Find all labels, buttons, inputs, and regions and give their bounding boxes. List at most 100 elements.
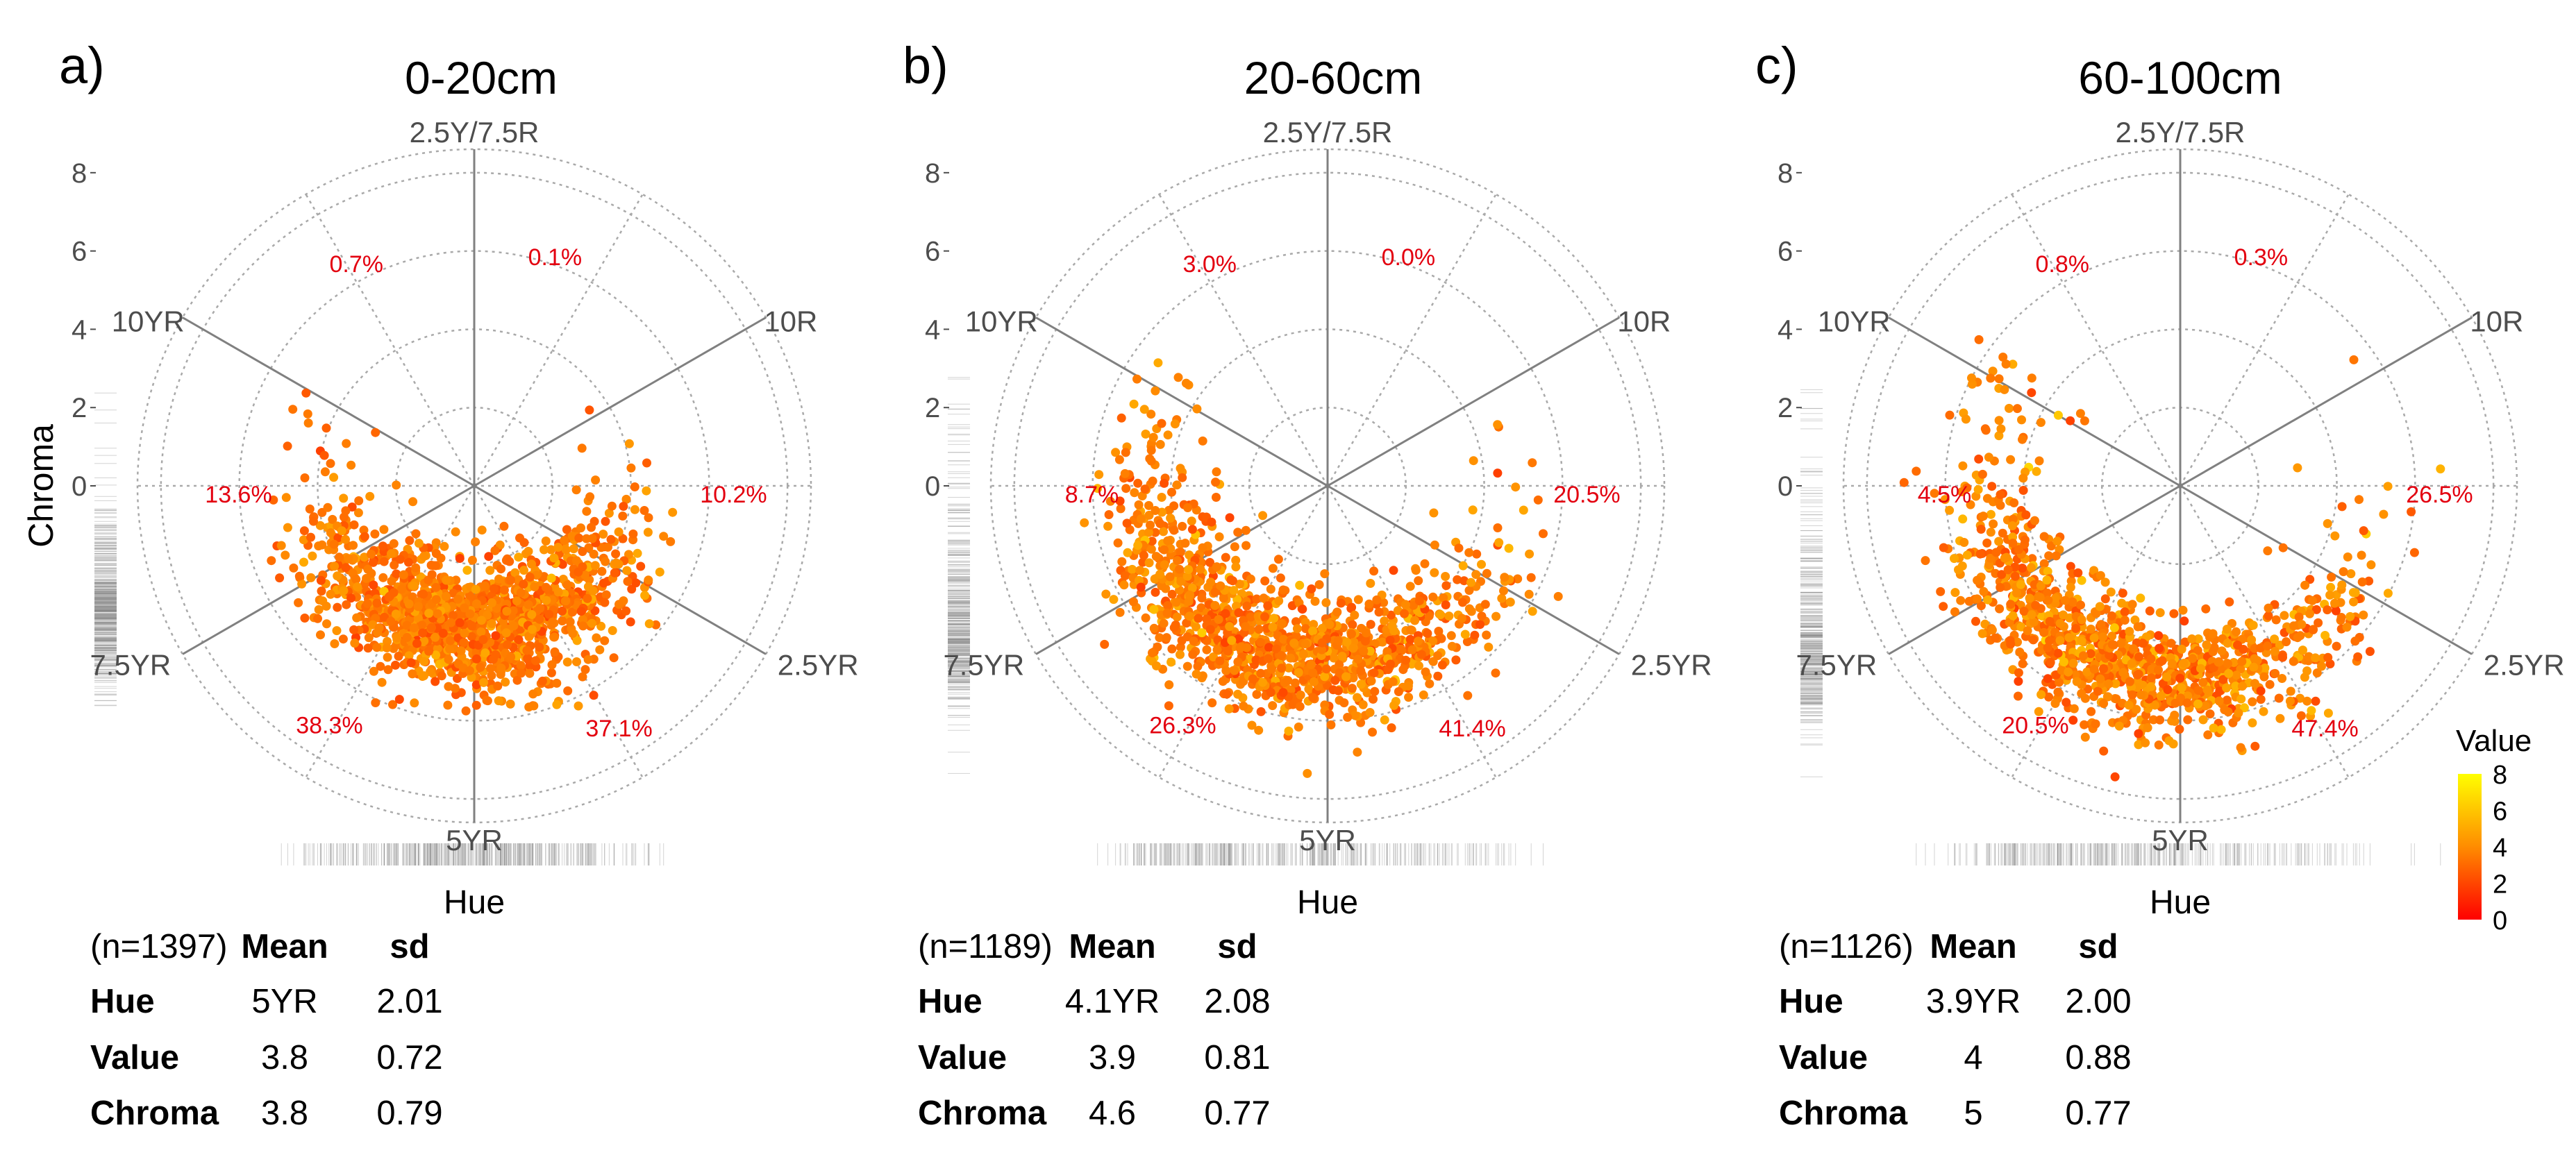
data-point — [1504, 543, 1514, 553]
data-point — [484, 552, 494, 561]
data-point — [483, 696, 492, 706]
data-point — [1175, 564, 1185, 574]
data-point — [1369, 694, 1378, 704]
data-point — [668, 507, 678, 517]
data-point — [1482, 630, 1491, 640]
data-point — [1274, 596, 1284, 606]
scatter-points — [267, 388, 678, 716]
data-point — [466, 619, 476, 629]
data-point — [321, 601, 331, 611]
data-point — [430, 632, 440, 642]
data-point — [471, 700, 481, 710]
data-point — [1225, 622, 1235, 632]
data-point — [604, 508, 614, 518]
data-point — [410, 698, 419, 708]
data-point — [2222, 625, 2232, 634]
chroma-tick-label: 4 — [72, 314, 87, 345]
sector-percentage: 41.4% — [1439, 716, 1505, 742]
data-point — [306, 573, 316, 582]
data-point — [380, 612, 389, 622]
data-point — [1187, 516, 1196, 526]
data-point — [2053, 410, 2063, 420]
data-point — [639, 506, 649, 515]
chroma-tick-label: 2 — [72, 393, 87, 423]
data-point — [1183, 503, 1193, 512]
data-point — [1268, 701, 1278, 711]
data-point — [1248, 674, 1257, 684]
data-point — [1406, 625, 1416, 635]
data-point — [267, 556, 276, 566]
data-point — [1206, 577, 1216, 587]
data-point — [444, 682, 453, 691]
data-point — [1307, 584, 1316, 593]
data-point — [592, 633, 601, 643]
data-point — [1464, 586, 1474, 596]
data-point — [501, 628, 511, 638]
data-point — [1216, 581, 1226, 591]
data-point — [1151, 386, 1160, 396]
data-point — [372, 598, 382, 608]
data-point — [1414, 576, 1423, 586]
data-point — [391, 609, 401, 619]
data-point — [1410, 616, 1420, 625]
data-point — [1374, 607, 1384, 617]
data-point — [342, 439, 351, 448]
data-point — [524, 546, 533, 556]
data-point — [1202, 645, 1212, 654]
grid-spoke — [305, 194, 476, 487]
data-point — [510, 568, 520, 577]
data-point — [1233, 657, 1243, 667]
data-point — [1135, 566, 1145, 575]
data-point — [1433, 651, 1443, 661]
data-point — [2069, 704, 2079, 713]
data-point — [583, 593, 592, 603]
data-point — [1149, 605, 1159, 614]
data-point — [1104, 510, 1114, 519]
scatter-points — [1080, 358, 1563, 778]
grid-spoke — [473, 194, 644, 487]
data-point — [2027, 373, 2036, 383]
data-point — [402, 620, 412, 630]
data-point — [453, 594, 463, 604]
data-point — [1987, 482, 1997, 491]
data-point — [1458, 561, 1468, 571]
data-point — [323, 503, 333, 512]
data-point — [480, 581, 490, 591]
grid-spoke — [2179, 194, 2350, 487]
data-point — [1230, 542, 1239, 552]
data-point — [1308, 668, 1318, 677]
data-point — [585, 492, 595, 502]
data-point — [1358, 700, 1368, 709]
data-point — [314, 605, 324, 614]
data-point — [354, 496, 364, 505]
hue-label: 5YR — [446, 824, 503, 856]
data-point — [388, 700, 397, 709]
grid-spoke — [1158, 194, 1329, 487]
data-point — [558, 606, 567, 616]
data-point — [1231, 562, 1241, 572]
data-point — [1337, 652, 1347, 661]
data-point — [1159, 618, 1169, 628]
data-point — [614, 527, 624, 537]
data-point — [1956, 596, 1966, 605]
data-point — [1326, 720, 1336, 729]
hue-axis-line — [1327, 484, 1620, 655]
data-point — [1194, 614, 1203, 623]
data-point — [1185, 590, 1195, 600]
data-point — [455, 554, 465, 563]
data-point — [537, 676, 547, 686]
data-point — [1994, 416, 2004, 425]
data-point — [1115, 607, 1125, 617]
data-point — [1407, 645, 1417, 654]
data-point — [1464, 604, 1474, 614]
data-point — [1325, 620, 1335, 630]
data-point — [2110, 772, 2120, 782]
data-point — [1197, 593, 1207, 603]
data-point — [2034, 456, 2044, 466]
data-point — [2331, 606, 2341, 616]
data-point — [456, 646, 466, 655]
data-point — [431, 582, 441, 592]
data-point — [1353, 595, 1363, 605]
data-point — [508, 606, 518, 616]
data-point — [582, 507, 592, 516]
